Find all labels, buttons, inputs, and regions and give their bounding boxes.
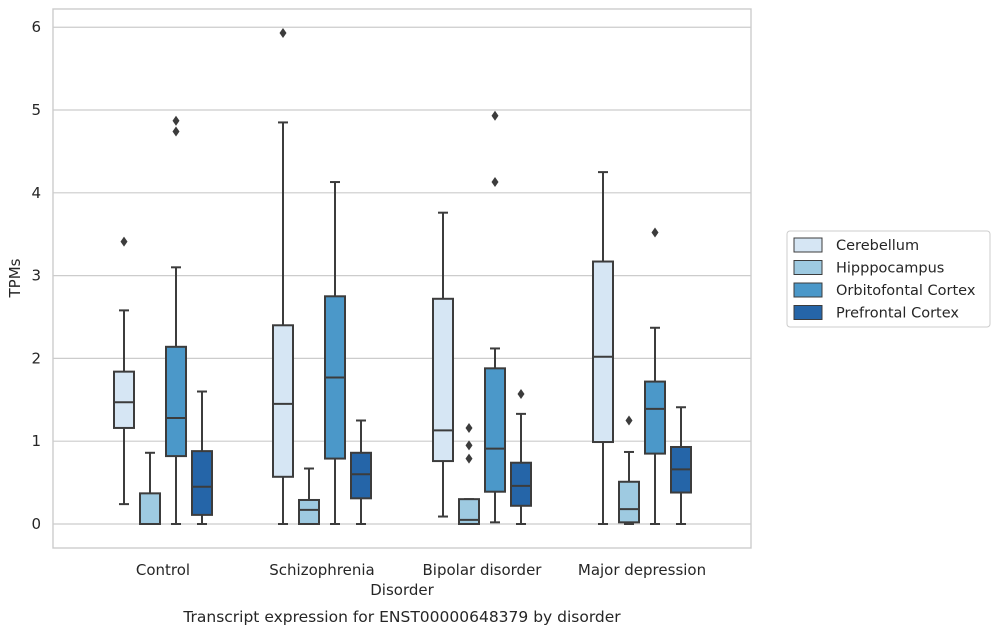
box-orbitofontal-cortex bbox=[165, 115, 187, 525]
box-iqr bbox=[350, 451, 372, 500]
legend-label: Prefrontal Cortex bbox=[836, 306, 959, 322]
outlier-point bbox=[491, 110, 499, 121]
outlier-point bbox=[172, 126, 180, 137]
legend-label: Cerebellum bbox=[836, 238, 919, 254]
box-iqr bbox=[298, 498, 320, 525]
outlier-point bbox=[279, 28, 287, 39]
x-tick-label: Schizophrenia bbox=[269, 561, 374, 579]
x-tick-label: Control bbox=[136, 561, 190, 579]
box-hipppocampus bbox=[458, 422, 480, 525]
legend: Cerebellum Hipppocampus Orbitofontal Corte… bbox=[786, 230, 991, 328]
legend-swatch bbox=[793, 260, 823, 275]
x-tick-label: Bipolar disorder bbox=[423, 561, 543, 579]
box-orbitofontal-cortex bbox=[644, 227, 666, 525]
outlier-point bbox=[517, 389, 525, 399]
box-iqr bbox=[618, 480, 640, 524]
box-iqr bbox=[484, 367, 506, 493]
outlier-point bbox=[465, 440, 473, 451]
outlier-point bbox=[465, 422, 473, 433]
y-tick-label: 3 bbox=[31, 267, 41, 285]
chart-caption: Transcript expression for ENST0000064837… bbox=[182, 608, 621, 626]
box-orbitofontal-cortex bbox=[484, 110, 506, 524]
box-iqr bbox=[139, 492, 161, 525]
y-tick-label: 5 bbox=[31, 101, 41, 119]
box-iqr bbox=[644, 380, 666, 455]
y-axis-label: TPMs bbox=[6, 258, 24, 298]
box-orbitofontal-cortex bbox=[324, 181, 346, 525]
box-iqr bbox=[113, 370, 135, 429]
outlier-point bbox=[120, 236, 128, 247]
outlier-point bbox=[625, 415, 633, 426]
y-tick-labels: 0 1 2 3 4 5 6 bbox=[31, 18, 41, 533]
box-plots bbox=[113, 28, 692, 525]
box-prefrontal-cortex bbox=[670, 406, 692, 525]
box-cerebellum bbox=[272, 28, 294, 525]
box-hipppocampus bbox=[298, 467, 320, 525]
legend-swatch bbox=[793, 237, 823, 253]
x-tick-labels: Control Schizophrenia Bipolar disorder Majo… bbox=[136, 561, 706, 579]
x-tick-label: Major depression bbox=[578, 561, 706, 579]
box-cerebellum bbox=[113, 236, 135, 506]
box-iqr bbox=[432, 297, 454, 463]
box-iqr bbox=[165, 345, 187, 458]
box-hipppocampus bbox=[139, 451, 161, 525]
legend-frame bbox=[786, 230, 991, 328]
box-cerebellum bbox=[592, 171, 614, 525]
box-prefrontal-cortex bbox=[350, 419, 372, 525]
outlier-point bbox=[465, 453, 473, 464]
plot-frame bbox=[52, 8, 752, 549]
box-iqr bbox=[191, 450, 213, 516]
y-tick-label: 4 bbox=[31, 184, 41, 202]
box-prefrontal-cortex bbox=[191, 390, 213, 525]
legend-label: Hipppocampus bbox=[836, 261, 944, 277]
y-tick-label: 6 bbox=[31, 18, 41, 36]
box-prefrontal-cortex bbox=[510, 389, 532, 525]
box-hipppocampus bbox=[618, 415, 640, 525]
outlier-point bbox=[491, 177, 499, 188]
legend-swatch bbox=[793, 305, 823, 320]
y-tick-label: 1 bbox=[31, 432, 41, 450]
legend-swatch bbox=[793, 282, 823, 298]
outlier-point bbox=[172, 115, 180, 126]
box-iqr bbox=[510, 461, 532, 507]
y-tick-label: 2 bbox=[31, 349, 41, 367]
legend-label: Orbitofontal Cortex bbox=[836, 283, 976, 299]
box-iqr bbox=[592, 260, 614, 444]
box-cerebellum bbox=[432, 211, 454, 518]
x-axis-label: Disorder bbox=[370, 581, 434, 599]
box-iqr bbox=[458, 498, 480, 525]
y-tick-label: 0 bbox=[31, 515, 41, 533]
box-iqr bbox=[272, 324, 294, 478]
outlier-point bbox=[651, 227, 659, 238]
